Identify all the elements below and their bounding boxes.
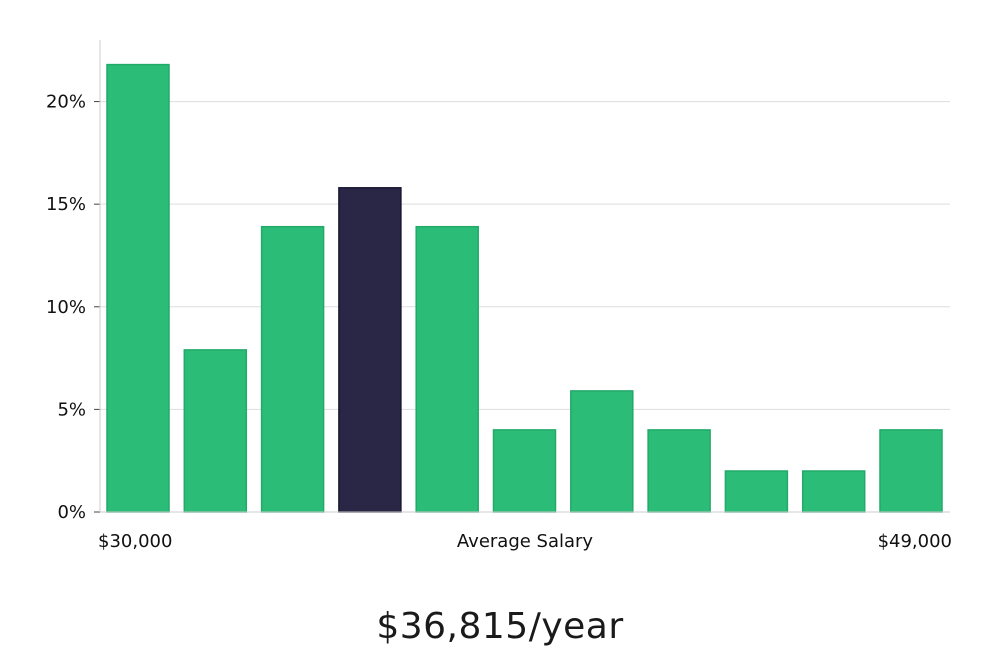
bar [879,429,943,513]
x-axis-end-label: $49,000 [878,531,952,552]
bar [801,470,866,513]
y-tick-label: 5% [57,399,86,420]
y-tick-label: 0% [57,502,86,523]
bar [260,225,325,513]
salary-histogram: 0% 5% 10% 15% 20% $30,000 Average Salary $49… [46,40,952,552]
x-axis-title: Average Salary [457,531,594,552]
bar [724,470,789,513]
average-salary-value: $36,815/year [376,606,624,647]
bar [415,225,479,513]
gridlines [100,101,950,410]
bar [106,63,170,513]
y-tick-label: 15% [46,194,86,215]
y-axis-ticks: 0% 5% 10% 15% 20% [46,92,100,523]
y-tick-label: 10% [46,297,86,318]
bar [647,429,711,513]
x-axis-start-label: $30,000 [98,531,172,552]
bar [570,390,634,513]
bar-highlighted [338,187,402,513]
y-tick-label: 20% [46,92,86,113]
bar [183,349,248,513]
bars [106,63,943,513]
bar [492,429,557,513]
